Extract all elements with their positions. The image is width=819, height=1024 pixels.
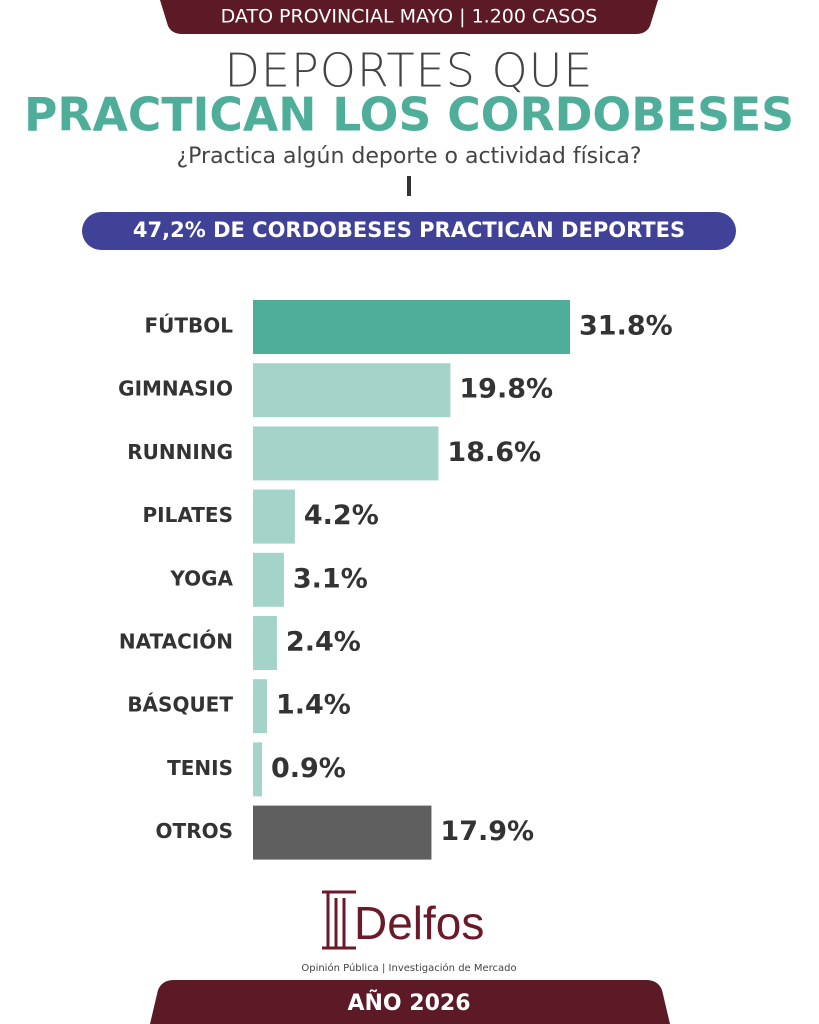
- footer-year: AÑO 2026: [347, 990, 470, 1016]
- bar: [253, 742, 262, 797]
- value-label: 0.9%: [271, 753, 346, 784]
- divider: [407, 176, 411, 196]
- value-label: 31.8%: [579, 311, 673, 342]
- category-label: PILATES: [143, 503, 233, 527]
- category-label: RUNNING: [127, 440, 233, 464]
- value-label: 2.4%: [286, 627, 361, 658]
- header-badge: [160, 0, 658, 34]
- category-label: OTROS: [156, 819, 233, 843]
- badge-text: DATO PROVINCIAL MAYO | 1.200 CASOS: [221, 6, 598, 28]
- bar: [253, 616, 277, 670]
- bar: [253, 552, 284, 607]
- value-label: 1.4%: [276, 690, 351, 721]
- banner-text: 47,2% DE CORDOBESES PRACTICAN DEPORTES: [133, 218, 685, 242]
- value-label: 17.9%: [440, 816, 534, 847]
- banner-bg: [82, 212, 736, 250]
- title-line2: PRACTICAN LOS CORDOBESES: [24, 88, 794, 142]
- value-label: 3.1%: [293, 563, 368, 594]
- bar: [253, 805, 432, 860]
- value-label: 18.6%: [447, 437, 541, 468]
- footer-bar: [150, 980, 670, 1024]
- tagline: Opinión Pública | Investigación de Merca…: [301, 962, 516, 974]
- category-label: NATACIÓN: [119, 630, 233, 654]
- category-label: YOGA: [169, 566, 233, 590]
- question: ¿Practica algún deporte o actividad físi…: [176, 144, 641, 169]
- bar: [253, 363, 451, 418]
- logo-text: Delfos: [354, 897, 484, 949]
- logo-icon: [322, 890, 356, 950]
- category-label: GIMNASIO: [118, 377, 233, 401]
- value-label: 19.8%: [459, 374, 553, 405]
- category-label: FÚTBOL: [144, 314, 233, 338]
- value-label: 4.2%: [304, 500, 379, 531]
- bar: [253, 489, 295, 544]
- category-label: BÁSQUET: [127, 693, 233, 717]
- title-line1: DEPORTES QUE: [225, 44, 594, 98]
- category-label: TENIS: [167, 756, 233, 780]
- bar: [253, 679, 267, 734]
- bar: [253, 300, 570, 354]
- bar: [253, 426, 439, 481]
